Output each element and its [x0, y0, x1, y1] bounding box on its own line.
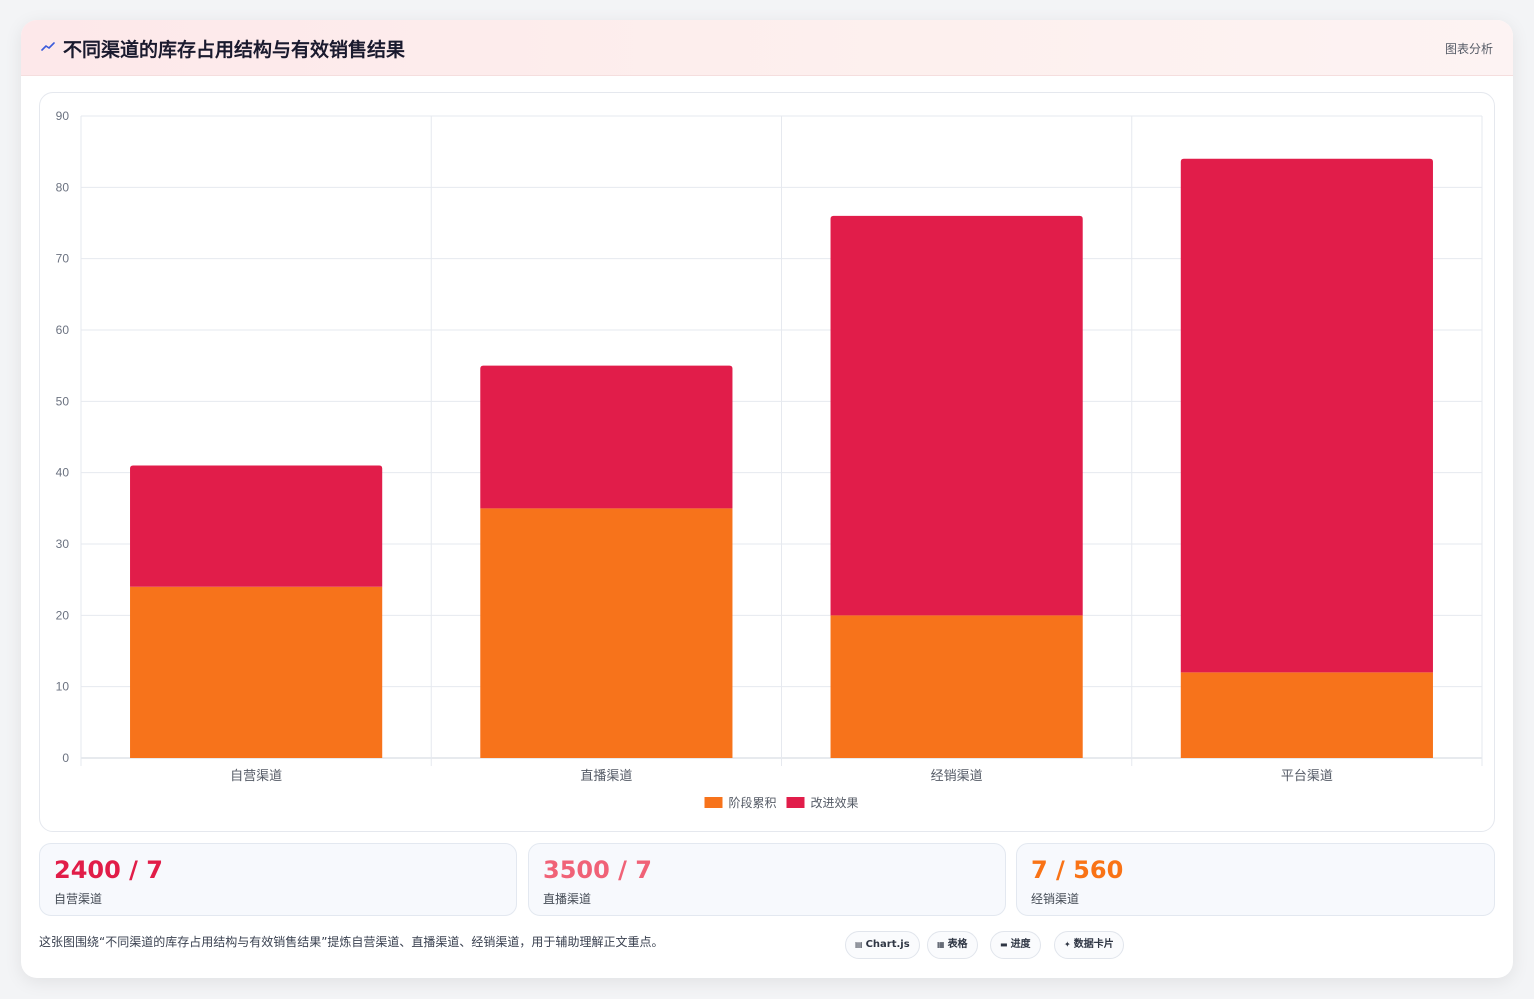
chip-label: Chart.js [865, 939, 910, 950]
chip-chartjs[interactable]: ▤ Chart.js [845, 931, 920, 959]
y-tick-label: 70 [56, 252, 70, 266]
chip-table[interactable]: ▦ 表格 [927, 931, 978, 959]
x-tick-label: 直播渠道 [580, 769, 632, 784]
bar-segment [830, 215, 1083, 616]
stat-card-3: 7 / 560 经销渠道 [1016, 843, 1495, 916]
legend-swatch [786, 797, 805, 808]
y-tick-label: 20 [56, 608, 70, 622]
x-tick-label: 平台渠道 [1281, 769, 1333, 784]
page-title: 不同渠道的库存占用结构与有效销售结果 [63, 39, 406, 61]
y-tick-label: 0 [62, 751, 69, 765]
bar-segment [1180, 672, 1433, 758]
chart-container: 0 10 20 30 40 50 60 70 80 90 自营渠道 直播渠道 经销渠道 平台渠道阶段累积 改… [39, 92, 1495, 832]
bar-segment [830, 615, 1083, 758]
stat-label: 直播渠道 [543, 892, 592, 906]
chip-label: 进度 [1010, 939, 1031, 950]
x-tick-label: 经销渠道 [931, 769, 983, 784]
stat-value: 2400 / 7 [54, 856, 163, 884]
bar-segment [1180, 158, 1433, 673]
bar-segment [130, 586, 383, 758]
y-tick-label: 40 [56, 466, 70, 480]
chart-analysis-link[interactable]: 图表分析 [1444, 42, 1493, 56]
bar-segment [480, 365, 733, 509]
legend-label: 改进效果 [811, 795, 859, 810]
y-tick-label: 30 [56, 537, 70, 551]
bar-segment [480, 508, 733, 758]
chart-icon: ▤ [855, 940, 863, 949]
chip-data-card[interactable]: ✦ 数据卡片 [1054, 931, 1124, 959]
legend-swatch [704, 797, 723, 808]
chart-card: 不同渠道的库存占用结构与有效销售结果 图表分析 0 10 20 30 40 50 60 70 8… [21, 20, 1513, 978]
card-header: 不同渠道的库存占用结构与有效销售结果 图表分析 [21, 20, 1513, 76]
legend-label: 阶段累积 [729, 795, 777, 810]
chart-description: 这张图围绕“不同渠道的库存占用结构与有效销售结果”提炼自营渠道、直播渠道、经销渠… [39, 935, 664, 949]
stat-card-2: 3500 / 7 直播渠道 [528, 843, 1006, 916]
y-tick-label: 80 [56, 180, 70, 194]
chip-label: 表格 [947, 939, 968, 950]
progress-icon: ▬ [1000, 940, 1008, 949]
stat-label: 经销渠道 [1031, 892, 1080, 906]
table-icon: ▦ [937, 940, 945, 949]
stat-value: 3500 / 7 [543, 856, 652, 884]
y-tick-label: 90 [56, 109, 70, 123]
y-tick-label: 50 [56, 394, 70, 408]
sparkle-icon: ✦ [1064, 940, 1071, 949]
chip-label: 数据卡片 [1073, 939, 1114, 950]
y-tick-label: 10 [56, 680, 70, 694]
stat-card-1: 2400 / 7 自营渠道 [39, 843, 517, 916]
stat-label: 自营渠道 [54, 892, 103, 906]
bar-segment [130, 465, 383, 587]
y-tick-label: 60 [56, 323, 70, 337]
trend-icon [41, 42, 55, 51]
x-tick-label: 自营渠道 [230, 769, 282, 784]
chip-progress[interactable]: ▬ 进度 [990, 931, 1041, 959]
stat-value: 7 / 560 [1031, 856, 1124, 884]
